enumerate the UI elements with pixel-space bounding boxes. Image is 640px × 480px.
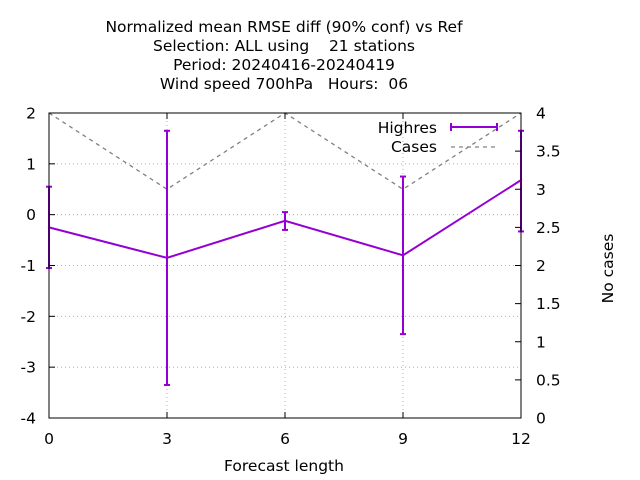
y2-tick-label: 1.5 bbox=[536, 295, 561, 313]
legend-label-cases: Cases bbox=[391, 138, 437, 156]
y2-tick-label: 2 bbox=[536, 257, 546, 275]
y-tick-label: 2 bbox=[26, 105, 36, 123]
x-axis-label: Forecast length bbox=[224, 457, 344, 475]
y2-tick-label: 3.5 bbox=[536, 143, 561, 161]
x-tick-label: 12 bbox=[511, 430, 531, 448]
y2-tick-label: 1 bbox=[536, 333, 546, 351]
title-line-1: Selection: ALL using 21 stations bbox=[153, 37, 415, 55]
highres-point bbox=[401, 254, 405, 257]
y-tick-label: 1 bbox=[26, 155, 36, 173]
y2-tick-label: 2.5 bbox=[536, 219, 561, 237]
grid bbox=[49, 113, 521, 418]
x-tick-label: 6 bbox=[280, 430, 290, 448]
y-tick-label: -3 bbox=[21, 359, 36, 377]
y2-tick-label: 0 bbox=[536, 410, 546, 428]
title-line-2: Period: 20240416-20240419 bbox=[173, 56, 395, 74]
highres-point bbox=[165, 256, 169, 260]
x-tick-label: 9 bbox=[398, 430, 408, 448]
chart-title: Normalized mean RMSE diff (90% conf) vs … bbox=[105, 18, 463, 93]
title-line-3: Wind speed 700hPa Hours: 06 bbox=[160, 75, 408, 93]
x-tick-label: 3 bbox=[162, 430, 172, 448]
y-tick-label: -1 bbox=[21, 257, 36, 275]
title-line-0: Normalized mean RMSE diff (90% conf) vs … bbox=[105, 18, 463, 36]
y2-tick-label: 0.5 bbox=[536, 371, 561, 389]
series-highres bbox=[46, 129, 524, 386]
y2-axis-label: No cases bbox=[599, 234, 617, 304]
y2-tick-label: 3 bbox=[536, 181, 546, 199]
y2-tick-label: 4 bbox=[536, 105, 546, 123]
legend-label-highres: Highres bbox=[378, 119, 437, 137]
y-tick-label: -2 bbox=[21, 308, 36, 326]
highres-point bbox=[283, 219, 287, 222]
y-tick-label: -4 bbox=[21, 410, 36, 428]
x-tick-label: 0 bbox=[44, 430, 54, 448]
y-tick-label: 0 bbox=[26, 206, 36, 224]
